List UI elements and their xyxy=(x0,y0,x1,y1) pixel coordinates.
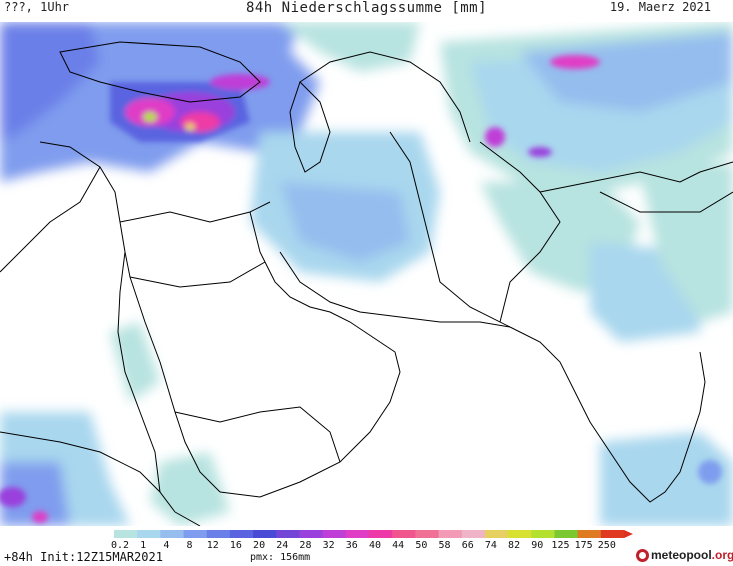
legend-tick-label: 40 xyxy=(368,540,382,551)
legend-colorbar xyxy=(114,530,633,538)
legend-tick-label: 125 xyxy=(551,540,570,551)
legend-swatch xyxy=(299,530,324,538)
legend-tick-label: 16 xyxy=(229,540,242,551)
legend-swatch xyxy=(600,530,625,538)
legend-tick-label: 44 xyxy=(392,540,405,551)
legend-tick-label: 1 xyxy=(140,540,147,551)
legend-tick-label: 28 xyxy=(299,540,312,551)
legend-swatch xyxy=(461,530,486,538)
legend-swatch xyxy=(276,530,300,538)
legend-tick-label: 32 xyxy=(322,540,335,551)
legend-tick-label: 0.2 xyxy=(110,540,130,551)
max-precip-label: pmx: 156mm xyxy=(250,552,311,563)
legend-tick-label: 66 xyxy=(461,540,474,551)
legend-swatch xyxy=(322,530,347,538)
legend-swatch xyxy=(206,530,231,538)
legend-tick-label: 20 xyxy=(253,540,266,551)
legend-tick-label: 175 xyxy=(574,540,593,551)
legend-tick-label: 74 xyxy=(484,540,497,551)
legend-swatch xyxy=(183,530,208,538)
legend-tick-label: 50 xyxy=(415,540,428,551)
valid-date-label: 19. Maerz 2021 xyxy=(609,0,711,14)
legend-swatch xyxy=(369,530,393,538)
legend-swatch xyxy=(160,530,185,538)
legend-tick-label: 24 xyxy=(276,540,289,551)
legend-swatch xyxy=(229,530,254,538)
precipitation-field xyxy=(0,22,733,526)
legend-swatch xyxy=(438,530,463,538)
legend-arrow-icon xyxy=(624,530,633,538)
legend-swatch xyxy=(508,530,532,538)
map-title: 84h Niederschlagssumme [mm] xyxy=(245,0,488,16)
legend-swatch xyxy=(345,530,370,538)
legend-tick-label: 90 xyxy=(531,540,544,551)
logo-tld: .org xyxy=(711,548,733,562)
forecast-time-label: ???, 1Uhr xyxy=(4,0,70,14)
precipitation-map xyxy=(0,22,733,526)
logo-brand: meteopool xyxy=(651,548,712,562)
legend-tick-label: 4 xyxy=(163,540,170,551)
legend-tick-label: 58 xyxy=(438,540,451,551)
legend-labels: 0.2 1 4 8 12 16 20 24 28 32 36 40 44 50 58 66 74 82 90 125 1… xyxy=(110,540,634,552)
legend-swatch xyxy=(577,530,602,538)
legend-tick-label: 12 xyxy=(206,540,219,551)
legend-swatch xyxy=(484,530,509,538)
legend-swatch xyxy=(415,530,440,538)
meteopool-logo[interactable]: meteopool.org xyxy=(636,547,733,563)
legend-swatch xyxy=(114,530,138,538)
legend-swatch xyxy=(531,530,555,538)
legend-tick-label: 8 xyxy=(186,540,193,551)
logo-mark-icon xyxy=(636,548,649,562)
legend-swatch xyxy=(253,530,277,538)
run-info-label: +84h Init:12Z15MAR2021 xyxy=(4,550,163,564)
legend-tick-label: 36 xyxy=(345,540,358,551)
legend-swatch xyxy=(392,530,416,538)
legend-swatch xyxy=(137,530,161,538)
coastlines-and-borders xyxy=(0,41,733,526)
legend-swatch xyxy=(554,530,579,538)
legend-tick-label: 82 xyxy=(508,540,521,551)
legend-tick-label: 250 xyxy=(597,540,616,551)
